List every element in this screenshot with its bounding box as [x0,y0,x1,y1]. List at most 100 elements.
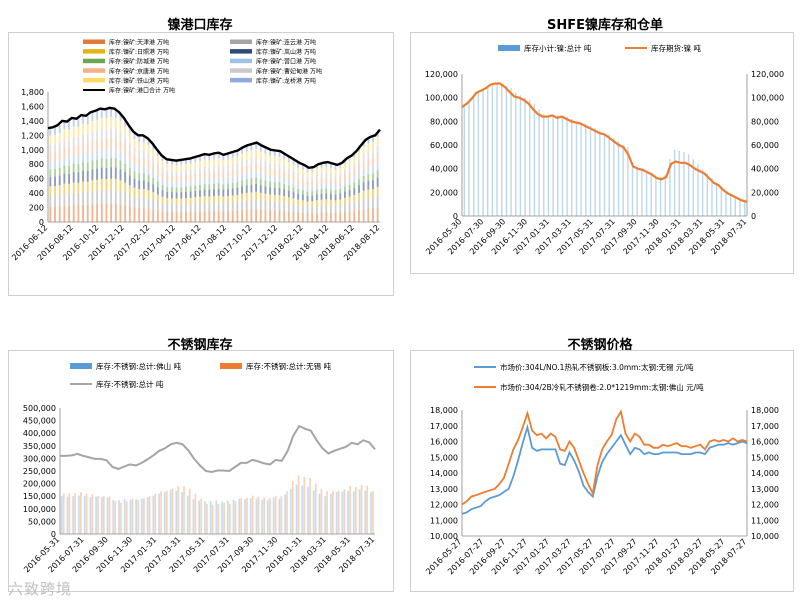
stack-bar [329,168,332,175]
stack-bar [77,193,80,206]
stack-bar [339,184,342,189]
stack-bar [269,210,272,222]
stack-bar [213,171,215,179]
stack-bar [259,165,262,174]
stack-bar [68,173,70,184]
stack-bar [329,184,332,190]
foshan-bar [129,499,132,534]
inventory-bar [655,176,657,216]
inventory-bar [501,84,503,217]
stack-bar [301,175,304,180]
inventory-bar [561,117,564,216]
stack-bar [166,181,169,187]
stack-bar [311,213,314,222]
wuxi-bar [234,501,237,534]
stack-bar [49,152,52,162]
stack-bar [334,185,337,191]
stack-bar [264,210,267,222]
stack-bar [301,200,304,207]
stack-bar [119,180,122,192]
stack-bar [362,169,365,176]
stack-bar [245,185,248,193]
inventory-bar [491,85,494,216]
chart-stainless-price: 市场价:304L/NO.1热轧不锈钢板:3.0mm:太钢:无锡 元/吨市场价:3… [424,362,779,576]
y-axis-tick: 0 [39,218,44,227]
stack-bar [273,201,276,211]
y-axis-tick: 12,000 [430,501,458,510]
stack-bar [68,121,70,130]
wuxi-price-line [461,423,748,515]
stack-bar [58,167,61,176]
stack-bar [278,176,281,183]
stack-bar [175,212,178,222]
inventory-bar [603,133,606,216]
stack-bar [161,211,164,222]
stack-bar [339,167,342,174]
stack-bar [180,212,183,222]
stack-bar [54,195,56,207]
stack-bar [255,171,258,178]
stack-bar [142,189,145,198]
stack-bar [213,195,215,203]
stack-bar [372,135,374,143]
foshan-bar [198,500,201,534]
stack-bar [320,162,323,168]
legend-label: 库存期货:镍 吨 [651,43,701,53]
panel-title-shfe-nickel: SHFE镍库存和仓单 [546,18,663,33]
stack-bar [49,195,52,207]
stack-bar [325,172,328,178]
stack-bar [147,153,150,161]
stack-bar [217,202,220,211]
stack-bar [54,151,56,162]
stack-bar [264,193,267,202]
stack-bar [376,136,379,147]
stack-bar [217,210,220,222]
inventory-bar [594,128,596,216]
stack-bar [227,171,229,179]
stack-bar [329,174,332,179]
stack-bar [133,207,136,222]
stack-bar [264,166,267,175]
stack-bar [96,110,99,120]
stack-bar [287,157,290,163]
stack-bar [166,175,169,182]
stack-bar [358,165,360,174]
chart-shfe-nickel-inventory: 库存小计:镍:总计 吨 库存期货:镍 吨 0 20,000 40,000 60,000 80… [424,43,784,256]
stack-bar [231,210,234,222]
foshan-bar [66,496,69,534]
stack-bar [170,176,173,183]
stack-bar [334,190,337,195]
stack-bar [147,168,150,176]
stack-bar [376,153,379,163]
stack-bar [325,188,328,194]
stack-bar [269,168,272,176]
inventory-bar [463,103,466,216]
stack-bar [86,124,89,135]
stack-bar [339,193,342,200]
stack-bar [180,192,183,199]
stack-bar [86,192,89,206]
stack-bar [199,160,201,168]
stack-bar [353,195,356,203]
foshan-bar [163,491,166,534]
stack-bar [250,150,253,159]
y-axis-tick: 50,000 [28,517,56,526]
wuxi-bar [108,496,111,534]
wuxi-bar [337,490,340,534]
stack-bar [264,153,267,162]
stack-bar [72,172,75,183]
stack-bar [161,196,164,204]
stack-bar [203,202,206,212]
foshan-bar [278,498,281,534]
stack-bar [119,169,122,181]
stack-bar [114,149,117,159]
inventory-bar [557,115,559,216]
stack-bar [208,179,211,185]
stack-bar [231,202,234,211]
stack-bar [77,145,80,156]
legend-swatch [83,77,105,83]
wuxi-bar [349,486,351,534]
stack-bar [367,208,370,222]
stack-bar [259,209,262,222]
